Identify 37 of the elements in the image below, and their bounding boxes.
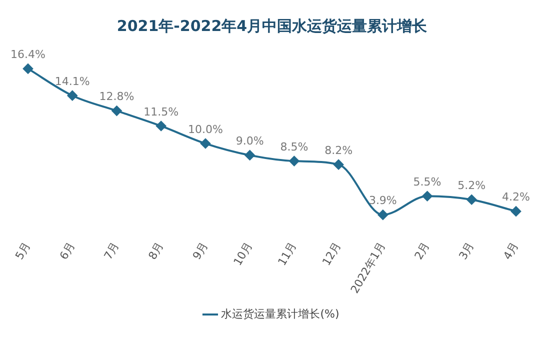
data-label: 5.2% xyxy=(458,178,486,192)
point xyxy=(200,138,210,149)
x-tick-label: 12月 xyxy=(320,240,344,268)
point xyxy=(289,156,300,166)
data-label: 14.1% xyxy=(54,74,90,88)
data-label: 4.2% xyxy=(502,190,530,204)
x-tick-label: 3月 xyxy=(456,240,477,262)
data-label: 12.8% xyxy=(99,90,134,104)
x-tick-label: 4月 xyxy=(500,240,522,262)
data-label: 8.5% xyxy=(280,140,308,154)
legend-label: 水运货运量累计增长(%) xyxy=(221,307,340,320)
x-tick-label: 8月 xyxy=(146,240,166,262)
point xyxy=(244,150,255,160)
data-label: 3.9% xyxy=(368,194,397,208)
x-tick-label: 5月 xyxy=(12,240,34,262)
x-tick-label: 2月 xyxy=(412,240,432,262)
chart-title: 2021年-2022年4月中国水运货运量累计增长 xyxy=(116,16,428,35)
data-label: 16.4% xyxy=(10,48,46,62)
point xyxy=(378,210,388,220)
data-label: 10.0% xyxy=(188,122,223,136)
point xyxy=(334,160,344,170)
data-label: 8.2% xyxy=(324,144,353,157)
data-label: 11.5% xyxy=(144,105,179,118)
x-tick-label: 10月 xyxy=(231,240,255,268)
x-tick-label: 7月 xyxy=(102,240,122,262)
point xyxy=(112,106,122,116)
x-tick-label: 11月 xyxy=(276,240,300,268)
x-tick-label: 6月 xyxy=(57,240,78,262)
point xyxy=(156,120,166,131)
data-label: 5.5% xyxy=(413,175,442,188)
point xyxy=(511,206,521,216)
data-label: 9.0% xyxy=(236,134,264,148)
point xyxy=(23,64,33,74)
point xyxy=(67,90,78,101)
x-tick-label: 9月 xyxy=(190,240,211,262)
point xyxy=(466,194,477,205)
point xyxy=(422,191,432,202)
